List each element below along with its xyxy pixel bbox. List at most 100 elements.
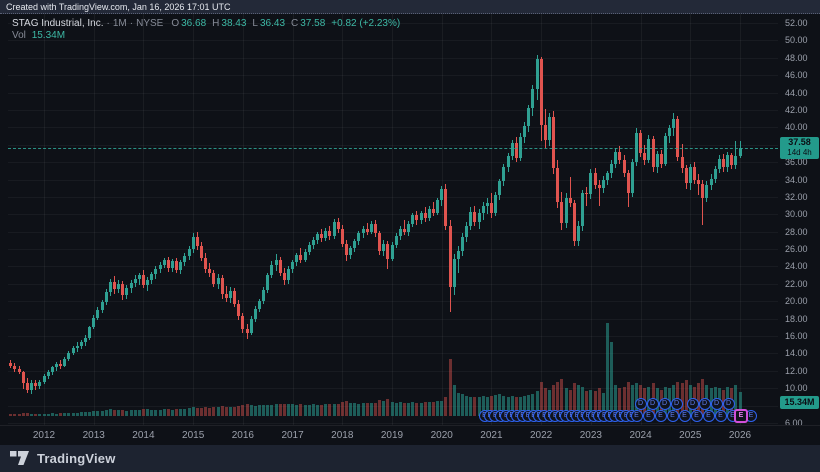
year-tick-label: 2012 — [32, 430, 56, 441]
candle — [191, 236, 195, 250]
price-gridline — [8, 423, 778, 425]
symbol-title[interactable]: STAG Industrial, Inc. — [12, 18, 104, 29]
candle — [605, 173, 609, 180]
volume-bar — [386, 398, 390, 416]
volume-bar — [597, 388, 601, 416]
price-axis[interactable]: 52.0050.0048.0046.0044.0042.0040.0038.00… — [779, 14, 820, 428]
candle — [473, 211, 477, 223]
volume-bar — [589, 389, 593, 416]
earnings-marker[interactable]: E — [714, 410, 727, 422]
candle — [162, 260, 166, 265]
earnings-marker[interactable]: E — [690, 410, 703, 422]
volume-bar — [576, 385, 580, 416]
dividend-marker[interactable]: D — [722, 398, 735, 410]
candle — [100, 302, 104, 310]
volume-bar — [581, 386, 585, 416]
volume-bar — [411, 402, 415, 416]
volume-bar — [601, 392, 605, 416]
candle — [25, 383, 29, 390]
candle — [67, 353, 71, 359]
dividend-marker[interactable]: D — [646, 398, 659, 410]
volume-bar — [510, 395, 514, 416]
candle — [572, 203, 576, 242]
year-tick-label: 2015 — [182, 430, 205, 441]
volume-bar — [17, 414, 21, 416]
year-gridline — [143, 14, 145, 425]
candle — [585, 193, 589, 195]
earnings-marker[interactable]: E — [642, 410, 655, 422]
candle — [415, 215, 419, 221]
price-gridline — [8, 196, 778, 198]
candle — [378, 233, 382, 251]
candle — [208, 269, 212, 274]
year-tick-label: 2017 — [281, 430, 304, 441]
candle — [402, 229, 406, 232]
candle — [469, 211, 473, 226]
time-axis[interactable]: 2012 2013 2014 2015 2016 2017 2018 2019 2020 2021… — [0, 425, 820, 445]
dividend-marker[interactable]: D — [698, 398, 711, 410]
year-tick-label: 2023 — [579, 430, 602, 441]
candle — [50, 367, 54, 372]
earnings-marker[interactable]: E — [630, 410, 643, 422]
price-tick-label: 22.00 — [785, 278, 808, 289]
dividend-marker[interactable]: D — [710, 398, 723, 410]
year-gridline — [491, 14, 493, 425]
interval-label[interactable]: 1M — [112, 18, 127, 29]
volume-bar — [286, 403, 290, 416]
volume-bar — [630, 385, 634, 416]
candle — [257, 301, 261, 310]
candle — [386, 243, 390, 259]
volume-bar — [315, 404, 319, 416]
candle — [79, 342, 83, 346]
earnings-marker[interactable]: E — [678, 410, 691, 422]
year-gridline — [342, 14, 344, 425]
volume-bar — [50, 413, 54, 416]
volume-bar — [415, 402, 419, 416]
dividend-marker[interactable]: D — [634, 398, 647, 410]
dividend-marker[interactable]: D — [686, 398, 699, 410]
candle — [146, 280, 150, 285]
dividend-marker[interactable]: D — [658, 398, 671, 410]
candle — [581, 193, 585, 226]
candle — [498, 181, 502, 196]
volume-bar — [344, 401, 348, 416]
candle — [233, 290, 237, 304]
candle — [369, 223, 373, 232]
volume-bar — [523, 395, 527, 416]
volume-bar — [79, 412, 83, 416]
volume-bar — [146, 409, 150, 416]
volume-bar — [117, 410, 121, 416]
candle — [626, 172, 630, 194]
earnings-marker[interactable]: E — [654, 410, 667, 422]
volume-bar — [108, 409, 112, 416]
candle — [593, 172, 597, 185]
tradingview-brand-text: TradingView — [37, 450, 116, 466]
volume-bar — [121, 410, 125, 416]
dividend-marker[interactable]: D — [670, 398, 683, 410]
candle — [556, 168, 560, 203]
volume-bar — [34, 413, 38, 416]
candle — [92, 317, 96, 328]
volume-bar — [518, 396, 522, 416]
price-gridline — [8, 388, 778, 390]
year-tick-label: 2016 — [231, 430, 254, 441]
earnings-marker[interactable]: E — [745, 410, 757, 422]
volume-bar — [564, 388, 568, 416]
volume-bar — [224, 406, 228, 416]
volume-bar — [527, 395, 531, 416]
candle — [576, 225, 580, 242]
tradingview-logo-icon — [10, 450, 30, 466]
candle — [407, 223, 411, 232]
earnings-marker[interactable]: E — [702, 410, 715, 422]
upcoming-earnings-marker[interactable]: E — [734, 409, 748, 423]
volume-bar — [460, 394, 464, 416]
volume-bar — [100, 410, 104, 416]
volume-bar — [270, 404, 274, 416]
volume-bar — [154, 409, 158, 416]
volume-bar — [212, 407, 216, 416]
volume-bar — [54, 413, 58, 416]
volume-bar — [498, 394, 502, 416]
earnings-marker[interactable]: E — [666, 410, 679, 422]
candle — [365, 229, 369, 232]
candle — [170, 261, 174, 269]
